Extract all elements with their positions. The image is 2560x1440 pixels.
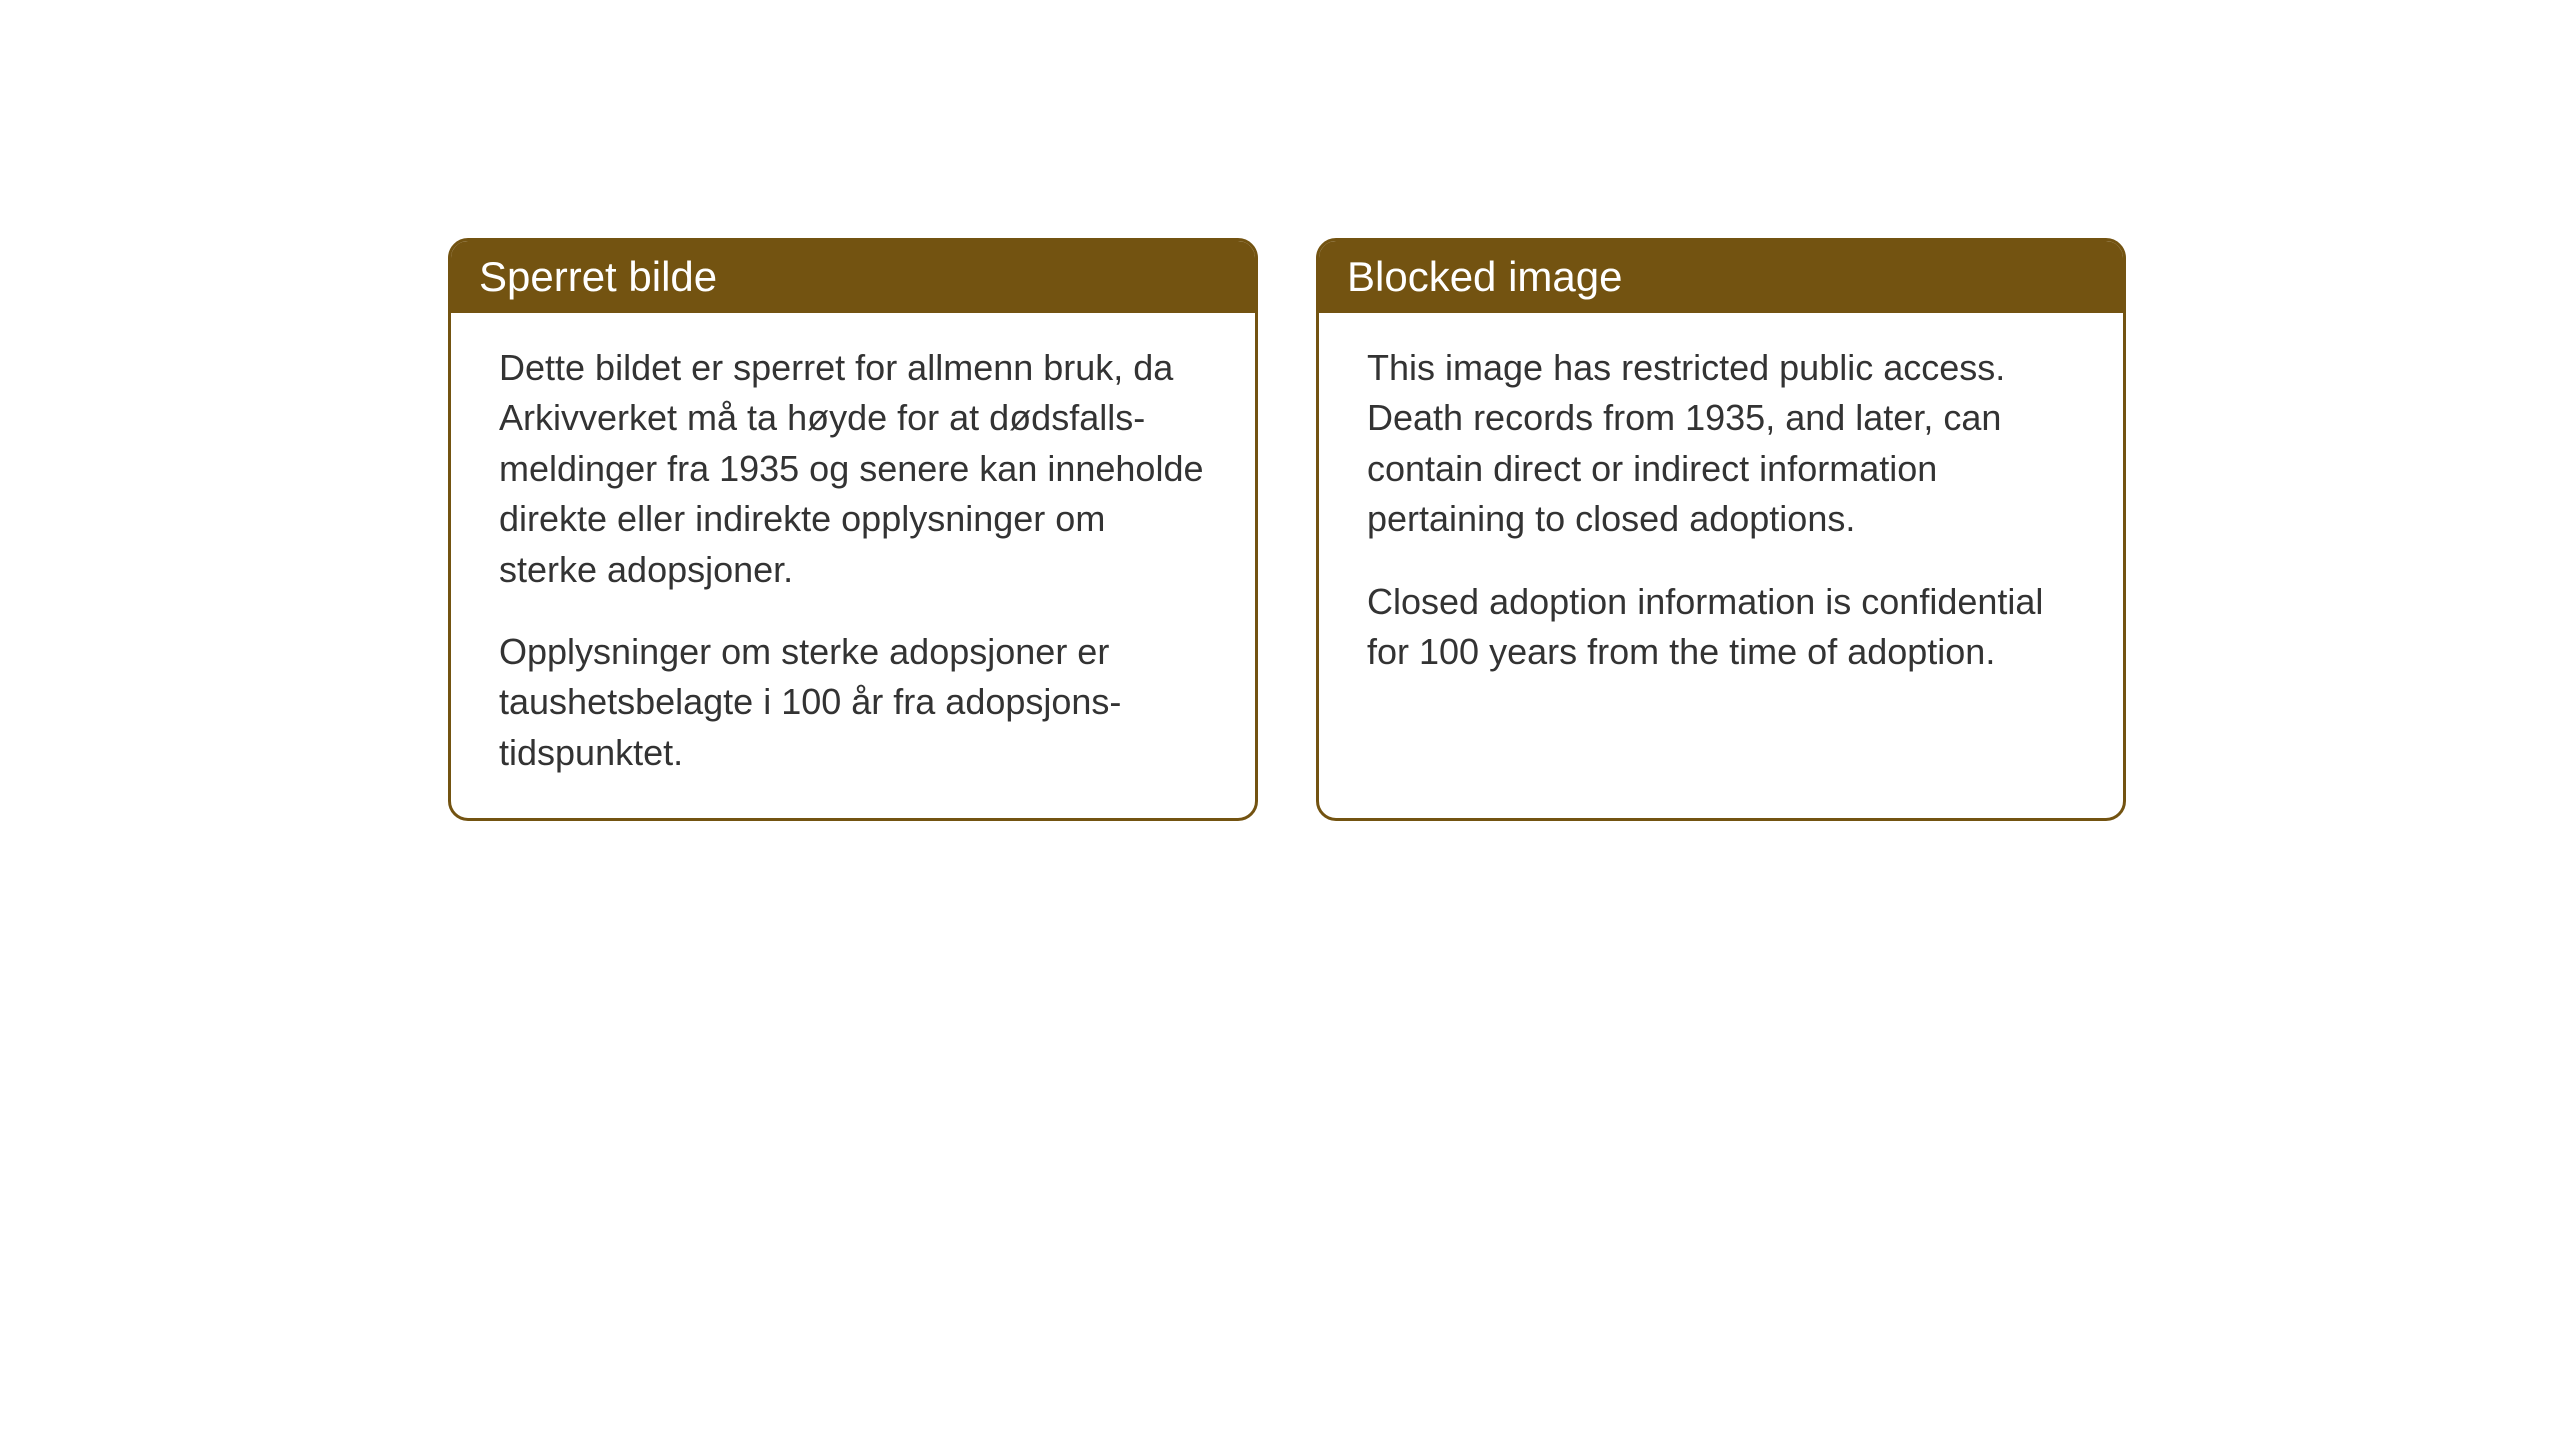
card-paragraph-1-norwegian: Dette bildet er sperret for allmenn bruk… — [499, 343, 1207, 595]
card-title-norwegian: Sperret bilde — [479, 253, 717, 300]
card-paragraph-2-norwegian: Opplysninger om sterke adopsjoner er tau… — [499, 627, 1207, 778]
card-body-english: This image has restricted public access.… — [1319, 313, 2123, 717]
card-header-norwegian: Sperret bilde — [451, 241, 1255, 313]
card-paragraph-1-english: This image has restricted public access.… — [1367, 343, 2075, 545]
notice-cards-container: Sperret bilde Dette bildet er sperret fo… — [448, 238, 2126, 821]
blocked-image-card-english: Blocked image This image has restricted … — [1316, 238, 2126, 821]
blocked-image-card-norwegian: Sperret bilde Dette bildet er sperret fo… — [448, 238, 1258, 821]
card-header-english: Blocked image — [1319, 241, 2123, 313]
card-paragraph-2-english: Closed adoption information is confident… — [1367, 577, 2075, 678]
card-title-english: Blocked image — [1347, 253, 1622, 300]
card-body-norwegian: Dette bildet er sperret for allmenn bruk… — [451, 313, 1255, 818]
